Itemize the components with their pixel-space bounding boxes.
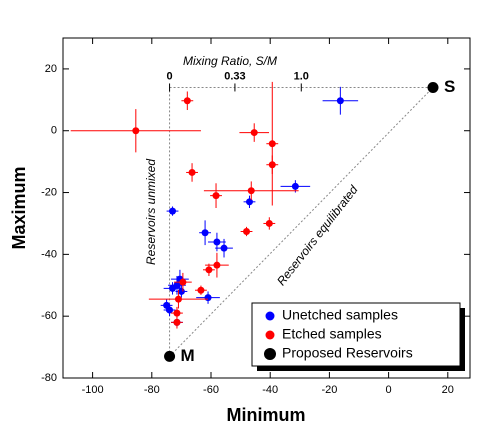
point [164, 350, 176, 362]
y-axis-label: Maximum [9, 166, 29, 249]
annotation: Reservoirs unmixed [144, 159, 158, 265]
x-tick-label: -80 [144, 384, 160, 396]
top-tick-label: 0 [166, 70, 172, 82]
point [201, 229, 209, 237]
x-tick-label: -40 [262, 384, 278, 396]
point-label: M [181, 346, 195, 365]
x-tick-label: -60 [203, 384, 219, 396]
legend-marker [264, 348, 276, 360]
equilibrated-line [169, 87, 434, 357]
y-tick-label: 0 [51, 125, 57, 137]
y-tick-label: -80 [41, 372, 57, 384]
legend-label: Unetched samples [282, 307, 398, 323]
point [291, 182, 299, 190]
point [245, 198, 253, 206]
point [268, 161, 276, 169]
point [247, 187, 255, 195]
point [204, 294, 212, 302]
point [169, 207, 177, 215]
point [250, 129, 258, 137]
annotation: Reservoirs equilibrated [274, 183, 361, 289]
point [205, 266, 213, 274]
point [197, 286, 205, 294]
legend-box [251, 302, 461, 367]
point [212, 192, 220, 200]
legend-marker [265, 311, 275, 321]
point [220, 244, 228, 252]
y-tick-label: -20 [41, 186, 57, 198]
point [169, 284, 177, 292]
point [213, 238, 221, 246]
point-label: S [444, 77, 455, 96]
x-tick-label: 0 [386, 384, 392, 396]
plot-frame [62, 37, 471, 379]
x-tick-label: -20 [321, 384, 337, 396]
point [265, 219, 273, 227]
x-axis-label: Minimum [227, 405, 306, 425]
legend-label: Proposed Reservoirs [282, 345, 413, 361]
point [177, 287, 185, 295]
point [179, 278, 187, 286]
point [132, 127, 140, 135]
point [188, 168, 196, 176]
top-tick-label: 0.33 [224, 70, 245, 82]
x-tick-label: 20 [442, 384, 454, 396]
top-axis-label: Mixing Ratio, S/M [183, 54, 277, 68]
point [166, 306, 174, 314]
point [173, 309, 181, 317]
point [336, 97, 344, 105]
point [243, 227, 251, 235]
point [173, 318, 181, 326]
point [183, 97, 191, 105]
y-tick-label: -60 [41, 310, 57, 322]
point [213, 261, 221, 269]
point [268, 140, 276, 148]
y-tick-label: 20 [45, 63, 57, 75]
top-tick-label: 1.0 [294, 70, 309, 82]
point [174, 295, 182, 303]
x-tick-label: -100 [82, 384, 104, 396]
point [427, 81, 439, 93]
y-tick-label: -40 [41, 248, 57, 260]
legend-marker [265, 330, 275, 340]
legend-label: Etched samples [282, 326, 382, 342]
